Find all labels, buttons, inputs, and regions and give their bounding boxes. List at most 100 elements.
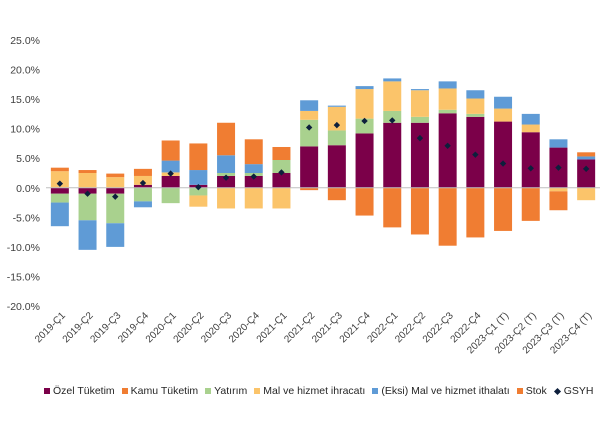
bar-segment: [466, 98, 485, 114]
bar-segment: [521, 124, 540, 133]
legend-label: Özel Tüketim: [53, 385, 115, 397]
bar-segment: [300, 110, 319, 120]
bar-segment: [244, 187, 263, 209]
bar-segment: [383, 187, 402, 228]
legend-label: GSYH: [563, 385, 594, 397]
bar-segment: [50, 202, 69, 227]
bar-segment: [383, 122, 402, 188]
bar-segment: [355, 86, 374, 90]
legend-label: Stok: [525, 385, 547, 397]
bar-segment: [189, 170, 208, 185]
bar-segment: [549, 139, 568, 148]
gsyh-point: [555, 164, 562, 171]
bar-segment: [217, 173, 236, 176]
bar-segment: [50, 187, 69, 194]
gsyh-point: [305, 124, 313, 131]
legend-item-ozel-tuketim: Özel Tüketim: [44, 385, 115, 397]
y-tick-label: -10.0%: [7, 242, 40, 254]
legend-item-yatirim: Yatırım: [205, 385, 247, 397]
bar-segment: [106, 177, 125, 188]
bar-segment: [189, 143, 208, 171]
legend-item-stok: Stok: [516, 385, 547, 397]
bar-segment: [438, 109, 457, 114]
bar-segment: [300, 119, 319, 147]
bar-segment: [466, 187, 485, 238]
bar-segment: [577, 159, 596, 188]
bar-segment: [300, 187, 319, 191]
legend-item-kamu-tuketim: Kamu Tüketim: [121, 385, 199, 397]
bar-segment: [466, 113, 485, 117]
bar-segment: [355, 187, 374, 216]
bar-segment: [577, 187, 596, 201]
bar-segment: [244, 164, 263, 173]
gsyh-point: [499, 160, 507, 167]
y-tick-label: 0.0%: [16, 183, 40, 195]
gsyh-point: [472, 151, 479, 158]
bar-segment: [438, 88, 457, 110]
bars: [50, 78, 596, 250]
y-tick-label: 15.0%: [10, 94, 40, 106]
bar-segment: [410, 122, 429, 188]
bar-segment: [50, 167, 69, 172]
bar-segment: [106, 223, 125, 247]
legend-label: Kamu Tüketim: [130, 385, 199, 397]
bar-segment: [161, 160, 180, 173]
gsyh-point: [333, 121, 341, 129]
bar-segment: [217, 175, 236, 188]
bar-segment: [244, 175, 263, 188]
gsyh-point: [139, 179, 147, 187]
bar-segment: [217, 187, 236, 209]
y-tick-label: 25.0%: [10, 35, 40, 47]
bar-segment: [161, 175, 180, 188]
y-tick-label: 10.0%: [10, 124, 40, 136]
bar-segment: [133, 201, 152, 208]
gsyh-point: [112, 193, 119, 200]
bar-segment: [300, 146, 319, 188]
gsyh-point: [278, 169, 285, 176]
legend-item-ithalat: (Eksi) Mal ve hizmet ithalatı: [372, 385, 510, 397]
y-tick-label: 20.0%: [10, 65, 40, 77]
bar-segment: [133, 168, 152, 176]
y-tick-label: -20.0%: [7, 301, 40, 313]
bar-segment: [327, 106, 346, 131]
gsyh-point: [416, 134, 424, 142]
gsyh-point: [84, 190, 91, 197]
bar-segment: [521, 113, 540, 125]
gsyh-point: [56, 180, 64, 187]
bar-segment: [78, 173, 97, 188]
bar-segment: [50, 193, 69, 203]
gsyh-point: [444, 142, 451, 150]
bar-segment: [106, 173, 125, 178]
bar-segment: [466, 90, 485, 99]
gsyh-point: [527, 165, 534, 172]
bar-segment: [217, 122, 236, 156]
bar-segment: [410, 90, 429, 117]
bar-segment: [383, 78, 402, 82]
legend-swatch: [205, 388, 212, 394]
bar-segment: [78, 193, 97, 221]
bar-segment: [189, 195, 208, 207]
bar-segment: [438, 113, 457, 188]
bar-segment: [383, 81, 402, 111]
gsyh-point: [250, 173, 257, 180]
bar-segment: [244, 139, 263, 165]
legend-label: Mal ve hizmet ihracatı: [263, 385, 366, 397]
gsyh-point: [582, 165, 590, 173]
bar-segment: [327, 187, 346, 201]
bar-segment: [272, 187, 291, 209]
bar-segment: [577, 156, 596, 160]
bar-segment: [521, 132, 540, 188]
legend-item-gsyh: GSYH: [553, 385, 594, 397]
bar-segment: [106, 187, 125, 194]
bar-segment: [272, 173, 291, 188]
bar-segment: [189, 187, 208, 196]
bar-segment: [272, 146, 291, 160]
bar-segment: [327, 145, 346, 188]
bar-segment: [438, 187, 457, 246]
legend-label: Yatırım: [214, 385, 248, 397]
bar-segment: [521, 187, 540, 221]
bar-segment: [355, 118, 374, 134]
bar-segment: [355, 133, 374, 188]
gsyh-point: [361, 117, 368, 125]
